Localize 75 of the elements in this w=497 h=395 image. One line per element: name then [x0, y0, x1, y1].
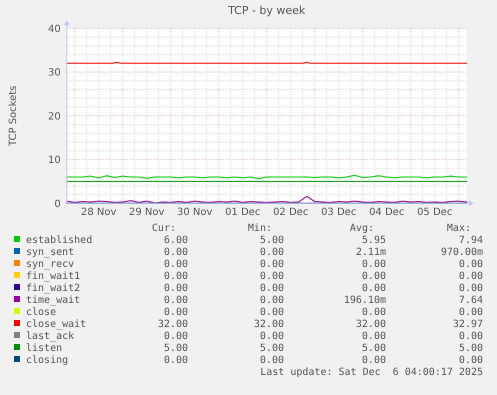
legend-label: closing [26, 355, 68, 366]
text: 5.00 [362, 343, 386, 354]
text: 0.00 [164, 295, 188, 306]
text: 0.00 [458, 307, 483, 318]
text: 0.00 [260, 307, 284, 318]
text: 0.00 [260, 247, 284, 258]
text: 32.00 [356, 319, 386, 330]
text: 0.00 [164, 283, 188, 294]
legend-label: fin_wait1 [26, 271, 80, 282]
text: 0.00 [164, 331, 188, 342]
text: 0.00 [260, 259, 284, 270]
text: 5.00 [260, 343, 284, 354]
text: 970.00m [440, 247, 483, 258]
text: 0.00 [260, 295, 284, 306]
text: 0.00 [458, 271, 483, 282]
text: 6.00 [164, 235, 188, 246]
y-tick-label: 30 [48, 68, 61, 79]
y-tick-label: 20 [48, 111, 61, 122]
text: 0.00 [164, 271, 188, 282]
y-axis-title: TCP Sockets [8, 86, 19, 148]
x-tick-label: 05 Dec [417, 207, 452, 218]
text: 0.00 [362, 355, 386, 366]
text: 32.00 [254, 319, 284, 330]
text: 0.00 [164, 355, 188, 366]
text: 5.00 [260, 235, 284, 246]
text: 0.00 [362, 307, 386, 318]
text: 7.94 [458, 235, 483, 246]
text: Max: [446, 223, 471, 234]
y-tick-label: 10 [48, 155, 61, 166]
text: 0.00 [164, 259, 188, 270]
legend-label: last_ack [26, 331, 74, 342]
text: 0.00 [362, 259, 386, 270]
text: 0.00 [164, 247, 188, 258]
text: 0.00 [362, 271, 386, 282]
x-tick-label: 04 Dec [369, 207, 404, 218]
text: 0.00 [362, 331, 386, 342]
text: 196.10m [344, 295, 386, 306]
x-tick-label: 30 Nov [176, 207, 212, 218]
text: 5.00 [458, 343, 483, 354]
legend-label: close_wait [26, 319, 86, 330]
text: 7.64 [458, 295, 483, 306]
legend-label: fin_wait2 [26, 283, 80, 294]
y-tick-label: 40 [48, 24, 61, 35]
legend-label: syn_recv [26, 259, 74, 270]
text: 32.97 [452, 319, 483, 330]
text: Last update: Sat Dec 6 04:00:17 2025 [260, 367, 483, 378]
text: 0.00 [260, 331, 284, 342]
text: Avg: [350, 223, 374, 234]
text: 0.00 [458, 259, 483, 270]
legend-label: syn_sent [26, 247, 74, 258]
text: 0.00 [458, 283, 483, 294]
text: 0.00 [260, 271, 284, 282]
x-tick-label: 28 Nov [80, 207, 116, 218]
text: 0.00 [458, 331, 483, 342]
text: 0.00 [362, 283, 386, 294]
text: Min: [248, 223, 272, 234]
text: 5.00 [164, 343, 188, 354]
legend-label: listen [26, 343, 62, 354]
y-tick-label: 0 [54, 198, 61, 210]
x-tick-label: 02 Dec [273, 207, 308, 218]
text: 2.11m [356, 247, 386, 258]
legend-label: established [26, 235, 92, 246]
text: Cur: [152, 223, 176, 234]
text: 32.00 [158, 319, 188, 330]
text: 0.00 [260, 283, 284, 294]
text: 0.00 [164, 307, 188, 318]
x-tick-label: 01 Dec [225, 207, 260, 218]
text: 5.95 [362, 235, 386, 246]
x-tick-label: 03 Dec [321, 207, 356, 218]
text: 0.00 [260, 355, 284, 366]
chart-title: TCP - by week [227, 4, 306, 17]
x-tick-label: 29 Nov [128, 207, 164, 218]
text: 0.00 [458, 355, 483, 366]
legend-label: close [26, 307, 56, 318]
legend-label: time_wait [26, 295, 80, 306]
